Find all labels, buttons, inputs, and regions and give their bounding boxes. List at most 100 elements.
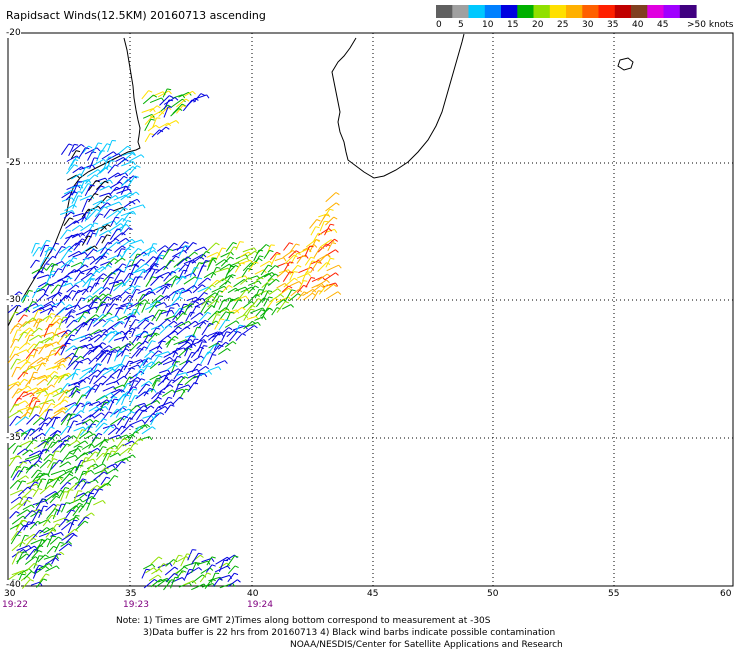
wind-barb	[36, 362, 43, 372]
wind-barb	[59, 443, 68, 453]
wind-barb	[77, 311, 86, 323]
wind-barb	[106, 463, 116, 469]
wind-barb	[121, 395, 126, 405]
wind-barb-flag	[66, 443, 71, 446]
wind-barb	[95, 422, 105, 433]
wind-barb	[38, 402, 45, 415]
wind-barb-flag	[15, 346, 20, 349]
wind-barb-flag	[27, 486, 32, 490]
wind-barb	[106, 303, 115, 314]
wind-barb	[141, 108, 154, 113]
wind-barb	[96, 180, 106, 190]
wind-barb	[129, 239, 142, 245]
wind-barb	[219, 311, 227, 321]
wind-barb-flag	[125, 355, 130, 357]
wind-barb	[313, 247, 321, 259]
wind-barb	[218, 300, 224, 310]
wind-barb	[45, 255, 53, 264]
wind-barb-flag	[32, 376, 37, 379]
wind-barb-flag	[167, 372, 172, 375]
wind-barb	[65, 489, 70, 499]
wind-barb	[65, 233, 79, 239]
wind-barb-flag	[19, 410, 24, 414]
wind-barb-flag	[56, 416, 61, 419]
wind-barb-flag	[70, 334, 76, 337]
wind-barb	[142, 249, 155, 257]
wind-barb	[231, 299, 239, 310]
wind-barb	[43, 453, 51, 461]
wind-barb	[155, 563, 164, 573]
wind-barb-flag	[232, 583, 236, 587]
wind-barb	[128, 165, 138, 175]
wind-barb	[59, 473, 70, 485]
wind-barb-flag	[106, 476, 111, 479]
wind-barb	[134, 258, 142, 267]
lat-label: -40	[6, 580, 21, 590]
wind-barb	[214, 318, 221, 330]
wind-barb-flag	[128, 227, 133, 231]
wind-barb	[213, 295, 220, 309]
wind-barb	[129, 359, 142, 365]
wind-barb	[89, 282, 96, 293]
wind-barb-flag	[125, 237, 130, 242]
wind-barb-flag	[75, 220, 80, 224]
wind-barb	[22, 290, 30, 304]
wind-barb	[52, 510, 57, 520]
wind-barb-flag	[75, 515, 80, 517]
wind-barb	[117, 291, 126, 300]
wind-barb	[30, 538, 43, 545]
wind-barb	[123, 360, 130, 371]
wind-barb-flag	[190, 261, 195, 263]
wind-barb-flag	[61, 301, 65, 306]
wind-barb	[233, 278, 245, 288]
wind-barb	[162, 397, 169, 407]
wind-barb-flag	[73, 257, 78, 260]
time-label: 19:24	[247, 600, 273, 610]
wind-barb-flag	[135, 191, 140, 196]
wind-barb-flag	[146, 424, 151, 428]
wind-barb	[74, 238, 83, 246]
wind-barb-flag	[127, 248, 132, 251]
wind-barb	[172, 347, 185, 353]
wind-barb	[184, 320, 196, 329]
wind-barb-flag	[151, 340, 156, 343]
wind-barb	[185, 285, 195, 292]
wind-barb-flag	[283, 257, 287, 262]
wind-barb	[24, 329, 31, 338]
wind-barb-flag	[148, 290, 153, 294]
wind-barb	[199, 572, 208, 583]
wind-barb-flag	[199, 554, 204, 558]
wind-barb-flag	[225, 319, 230, 322]
wind-barb	[37, 281, 47, 288]
wind-barb-flag	[55, 492, 60, 497]
wind-barb-flag	[152, 276, 157, 279]
wind-barb	[129, 248, 139, 258]
wind-barb-flag	[333, 216, 338, 220]
wind-barb	[17, 448, 26, 456]
wind-barb-flag	[60, 551, 65, 556]
wind-barb-flag	[202, 341, 207, 343]
wind-barb-flag	[116, 241, 121, 245]
wind-barb	[94, 200, 103, 209]
wind-barb	[171, 356, 178, 366]
wind-barb-flag	[104, 483, 109, 487]
wind-barb-flag	[102, 342, 107, 346]
wind-barb-flag	[15, 511, 20, 514]
wind-barb	[190, 312, 201, 320]
wind-barb-flag	[241, 333, 247, 336]
wind-barb-flag	[57, 352, 61, 356]
wind-barb-flag	[23, 314, 28, 317]
wind-barb	[240, 277, 250, 285]
wind-barb	[70, 150, 77, 159]
wind-barb	[9, 325, 16, 335]
wind-barb-flag	[35, 463, 40, 467]
wind-barb-flag	[37, 568, 42, 571]
wind-barb	[127, 442, 135, 454]
wind-barb-flag	[87, 357, 91, 362]
wind-barb-flag	[42, 362, 47, 365]
wind-barb	[106, 468, 116, 475]
wind-barb-flag	[135, 276, 140, 279]
wind-barb-flag	[137, 247, 142, 251]
wind-barb	[246, 315, 257, 320]
